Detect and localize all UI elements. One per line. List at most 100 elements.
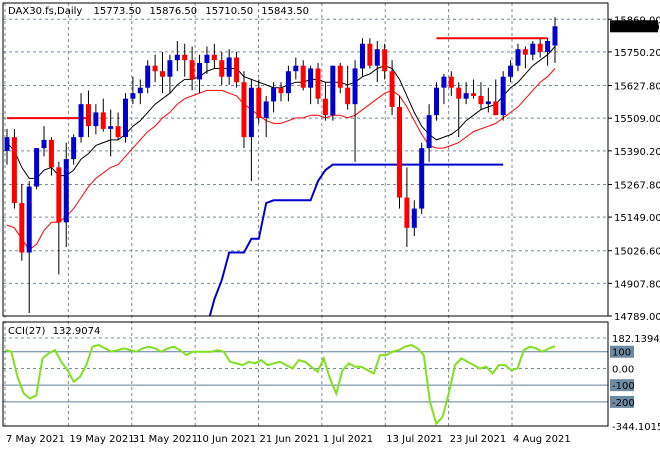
candle-body bbox=[211, 54, 217, 61]
x-tick-label: 23 Jul 2021 bbox=[450, 434, 507, 445]
candle-body bbox=[78, 104, 84, 138]
candle-body bbox=[115, 126, 121, 138]
cci-header: CCI(27) 132.9074 bbox=[8, 326, 100, 337]
candle-body bbox=[456, 87, 462, 99]
close-value: 15843.50 bbox=[261, 6, 309, 17]
y-tick-label: 15509.00 bbox=[614, 114, 660, 125]
x-tick-label: 19 May 2021 bbox=[69, 434, 134, 445]
candle-body bbox=[122, 98, 128, 138]
cci-axis: 182.1394 100 0.00 -100 -200 -344.1015 bbox=[610, 334, 660, 433]
candle-body bbox=[256, 87, 262, 118]
candle-body bbox=[359, 43, 365, 69]
candle-body bbox=[485, 101, 491, 105]
x-tick-label: 21 Jun 2021 bbox=[260, 434, 320, 445]
candle-body bbox=[293, 65, 299, 72]
candle-body bbox=[152, 65, 158, 72]
candle-body bbox=[130, 93, 136, 99]
candle-body bbox=[522, 49, 528, 55]
candle-body bbox=[493, 101, 499, 116]
candle-body bbox=[515, 49, 521, 66]
x-tick-label: 13 Jul 2021 bbox=[386, 434, 443, 445]
stop-line bbox=[208, 163, 504, 316]
price-panel-frame bbox=[2, 2, 609, 317]
x-tick-label: 1 Jul 2021 bbox=[323, 434, 373, 445]
x-tick-label: 4 Aug 2021 bbox=[513, 434, 571, 445]
y-tick-label: 14907.80 bbox=[614, 279, 660, 290]
candle-body bbox=[530, 43, 536, 55]
candle-body bbox=[189, 60, 195, 80]
candle-body bbox=[271, 87, 277, 102]
candle-body bbox=[167, 60, 173, 77]
cci-panel-frame bbox=[2, 321, 609, 427]
candle-body bbox=[11, 137, 17, 204]
candle-body bbox=[85, 104, 91, 127]
price-axis: 15869.0015750.2015627.8015509.0015390.20… bbox=[608, 15, 660, 323]
price-panel bbox=[4, 17, 558, 316]
open-value: 15773.50 bbox=[94, 6, 142, 17]
candle-body bbox=[226, 57, 232, 77]
cci-line bbox=[4, 343, 556, 426]
candle-body bbox=[300, 65, 306, 88]
candle-body bbox=[441, 76, 447, 88]
candle-body bbox=[389, 71, 395, 107]
candle-body bbox=[471, 93, 477, 96]
candle-body bbox=[248, 87, 254, 138]
candle-body bbox=[48, 139, 54, 168]
cci-level-badge bbox=[610, 379, 634, 392]
candle-body bbox=[71, 137, 77, 160]
candle-body bbox=[285, 71, 291, 94]
candle-body bbox=[352, 68, 358, 105]
x-tick-label: 7 May 2021 bbox=[6, 434, 65, 445]
candle-body bbox=[330, 65, 336, 116]
cci-panel bbox=[4, 343, 556, 426]
candle-body bbox=[34, 148, 40, 187]
symbol-header: DAX30.fs,Daily 15773.50 15876.50 15710.5… bbox=[8, 6, 309, 17]
y-tick-label: 15390.20 bbox=[614, 147, 660, 158]
candle-body bbox=[367, 43, 373, 66]
cci-tick-label: -344.1015 bbox=[612, 422, 660, 433]
candle-body bbox=[160, 71, 166, 77]
candle-body bbox=[278, 87, 284, 94]
slow-ma-line bbox=[6, 68, 556, 251]
candle-body bbox=[508, 65, 514, 77]
y-tick-label: 15267.80 bbox=[614, 180, 660, 191]
cci-title: CCI(27) bbox=[8, 326, 46, 337]
y-tick-label: 14789.00 bbox=[614, 312, 660, 323]
candle-body bbox=[41, 139, 47, 149]
candle-body bbox=[308, 68, 314, 88]
x-tick-label: 31 May 2021 bbox=[133, 434, 198, 445]
candle-body bbox=[234, 57, 240, 83]
cci-last-value: 132.9074 bbox=[53, 326, 101, 337]
candle-body bbox=[145, 65, 151, 88]
cci-tick-label: 0.00 bbox=[612, 364, 634, 375]
candle-body bbox=[174, 54, 180, 61]
candle-body bbox=[263, 101, 269, 118]
candle-body bbox=[537, 43, 543, 52]
candle-body bbox=[322, 98, 328, 116]
current-price-badge bbox=[610, 20, 658, 33]
candle-body bbox=[182, 54, 188, 61]
candle-body bbox=[411, 208, 417, 228]
candle-body bbox=[426, 115, 432, 149]
candle-body bbox=[500, 76, 506, 116]
symbol-label: DAX30.fs,Daily bbox=[8, 6, 82, 17]
y-tick-label: 15750.20 bbox=[614, 48, 660, 59]
candle-body bbox=[315, 68, 321, 99]
candle-body bbox=[552, 26, 558, 46]
candle-body bbox=[396, 106, 402, 198]
candle-body bbox=[26, 186, 32, 253]
x-tick-label: 10 Jun 2021 bbox=[196, 434, 256, 445]
candle-body bbox=[137, 87, 143, 94]
candle-body bbox=[478, 95, 484, 105]
cci-level-badge bbox=[610, 395, 634, 408]
cci-tick-label: 182.1394 bbox=[612, 334, 660, 345]
high-value: 15876.50 bbox=[149, 6, 197, 17]
candle-body bbox=[108, 126, 114, 129]
candle-body bbox=[241, 82, 247, 138]
candle-body bbox=[545, 40, 551, 52]
candle-body bbox=[100, 112, 106, 129]
